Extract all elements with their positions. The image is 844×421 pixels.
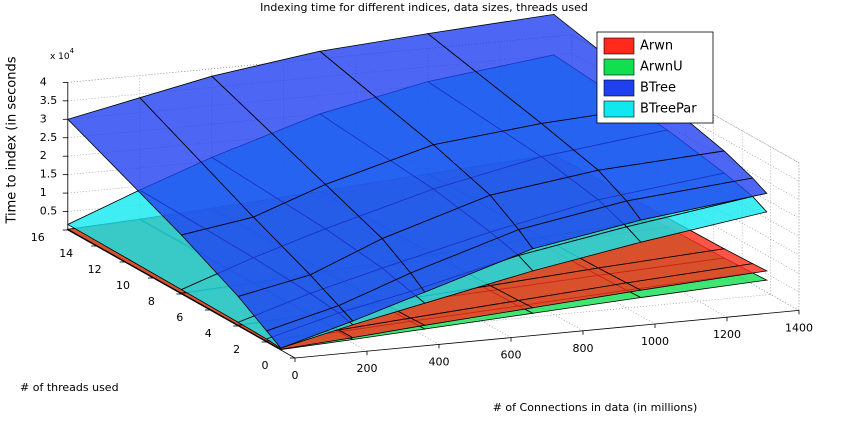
z-multiplier-exponent: 4 xyxy=(70,47,75,55)
x-tick-label: 400 xyxy=(429,355,450,368)
z-tick-label: 1.5 xyxy=(40,168,58,181)
chart-title: Indexing time for different indices, dat… xyxy=(260,1,588,14)
plot: 020040060080010001200140002468101214160.… xyxy=(31,13,813,382)
y-tick-label: 4 xyxy=(205,327,212,340)
y-tick-label: 12 xyxy=(88,263,102,276)
z-multiplier: x 104 xyxy=(50,47,75,62)
z-tick-label: 2.5 xyxy=(40,131,58,144)
z-tick-label: 3.5 xyxy=(40,94,58,107)
z-tick-label: 2 xyxy=(40,149,47,162)
legend-label: ArwnU xyxy=(640,60,683,75)
y-tick-label: 2 xyxy=(233,343,240,356)
legend-swatch xyxy=(603,37,635,55)
legend-swatch xyxy=(603,100,635,118)
x-tick-label: 0 xyxy=(292,369,299,382)
y-tick-label: 0 xyxy=(262,359,269,372)
y-tick-label: 14 xyxy=(59,247,73,260)
y-tick-label: 16 xyxy=(31,231,45,244)
y-axis-label: # of threads used xyxy=(20,381,119,394)
y-tick-label: 10 xyxy=(116,279,130,292)
z-grid-line xyxy=(67,34,572,83)
legend: Arwn ArwnU BTree BTreePar xyxy=(596,31,714,124)
x-tick-label: 600 xyxy=(501,349,522,362)
z-tick-label: 0.5 xyxy=(40,205,58,218)
x-tick-label: 200 xyxy=(357,362,378,375)
z-axis-label: Time to index (in seconds xyxy=(5,56,20,224)
legend-label: BTree xyxy=(640,81,676,96)
z-tick-label: 3 xyxy=(40,112,47,125)
z-tick-label: 4 xyxy=(40,75,47,88)
x-tick-label: 1400 xyxy=(785,321,813,334)
x-tick-label: 1200 xyxy=(713,328,741,341)
z-tick-label: 1 xyxy=(40,186,47,199)
y-tick-label: 6 xyxy=(176,311,183,324)
z-grid-line xyxy=(67,52,572,102)
legend-label: Arwn xyxy=(640,39,673,54)
x-axis xyxy=(294,310,800,359)
z-multiplier-base: x 10 xyxy=(50,52,70,62)
x-axis-label: # of Connections in data (in millions) xyxy=(493,401,698,414)
x-tick-label: 1000 xyxy=(641,335,669,348)
legend-swatch xyxy=(603,79,635,97)
y-tick-label: 8 xyxy=(148,295,155,308)
x-tick-label: 800 xyxy=(573,342,594,355)
legend-label: BTreePar xyxy=(640,102,697,117)
legend-swatch xyxy=(603,58,635,76)
surface-patch xyxy=(265,305,354,349)
